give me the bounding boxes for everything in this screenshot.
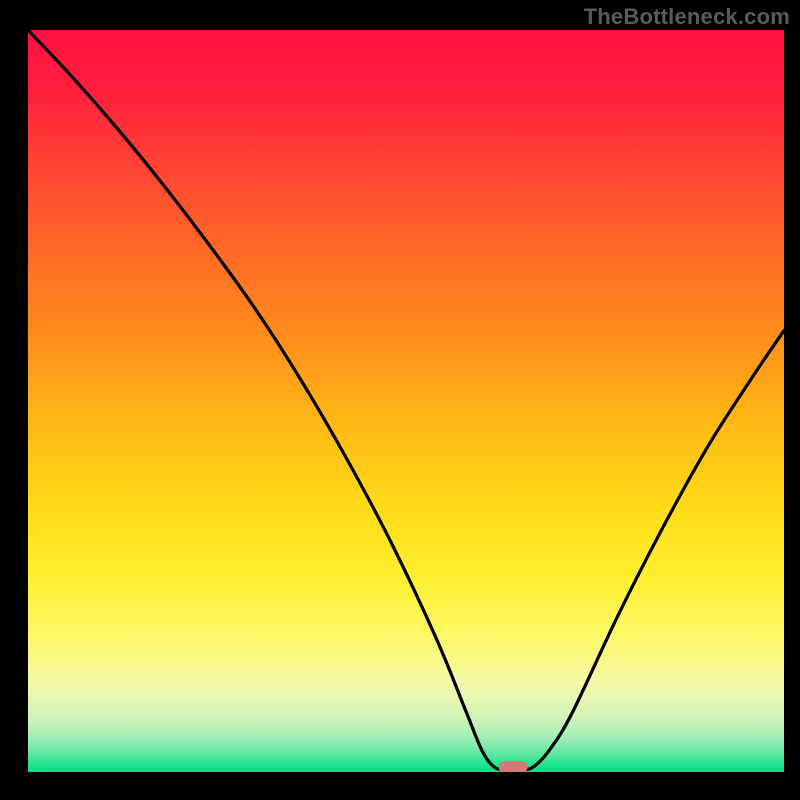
chart-container: TheBottleneck.com: [0, 0, 800, 800]
watermark-text: TheBottleneck.com: [584, 4, 790, 30]
background-gradient: [28, 30, 784, 772]
plot-frame: [0, 0, 800, 800]
optimal-marker: [499, 761, 528, 772]
plot-area: [28, 30, 784, 772]
